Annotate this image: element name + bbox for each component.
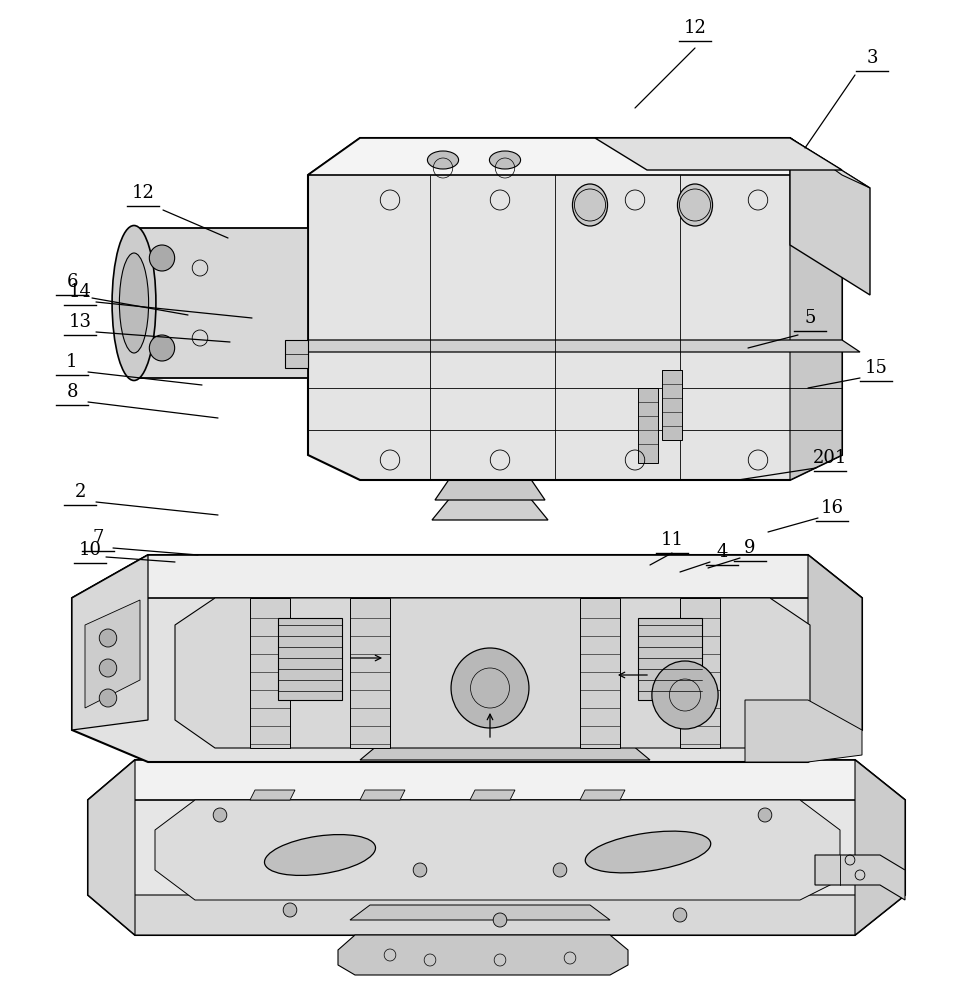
Polygon shape	[815, 855, 905, 900]
Text: 7: 7	[93, 529, 103, 547]
Polygon shape	[72, 555, 862, 762]
Polygon shape	[88, 760, 905, 800]
Polygon shape	[440, 455, 540, 480]
Polygon shape	[175, 598, 810, 748]
Polygon shape	[855, 760, 905, 935]
Polygon shape	[85, 600, 140, 708]
Polygon shape	[72, 555, 148, 730]
Circle shape	[213, 808, 227, 822]
Polygon shape	[790, 138, 870, 188]
Polygon shape	[135, 228, 308, 378]
Circle shape	[149, 335, 174, 361]
Circle shape	[149, 245, 174, 271]
Text: 15: 15	[865, 359, 887, 377]
Text: 1: 1	[66, 353, 78, 371]
Polygon shape	[285, 340, 308, 368]
Ellipse shape	[585, 831, 711, 873]
Polygon shape	[350, 905, 610, 920]
Polygon shape	[580, 790, 625, 800]
Text: 12: 12	[131, 184, 155, 202]
Text: 14: 14	[68, 283, 92, 301]
Polygon shape	[808, 555, 862, 762]
Polygon shape	[680, 598, 720, 748]
Circle shape	[413, 863, 427, 877]
Polygon shape	[88, 895, 905, 935]
Polygon shape	[360, 790, 405, 800]
Circle shape	[99, 659, 117, 677]
Polygon shape	[308, 138, 842, 175]
Text: 3: 3	[866, 49, 878, 67]
Text: 5: 5	[805, 309, 815, 327]
Text: 13: 13	[68, 313, 92, 331]
Ellipse shape	[120, 253, 149, 353]
Polygon shape	[308, 340, 860, 352]
Polygon shape	[250, 790, 295, 800]
Text: 12: 12	[684, 19, 706, 37]
Ellipse shape	[428, 151, 459, 169]
Polygon shape	[580, 598, 620, 748]
Circle shape	[99, 689, 117, 707]
Polygon shape	[155, 800, 840, 900]
Polygon shape	[595, 138, 842, 170]
Text: 11: 11	[660, 531, 684, 549]
Text: 8: 8	[66, 383, 78, 401]
Text: 2: 2	[74, 483, 86, 501]
Text: 6: 6	[66, 273, 78, 291]
Circle shape	[673, 908, 687, 922]
Text: 16: 16	[820, 499, 843, 517]
Ellipse shape	[678, 184, 713, 226]
Circle shape	[553, 863, 567, 877]
Polygon shape	[435, 478, 545, 500]
Circle shape	[493, 913, 506, 927]
Polygon shape	[72, 555, 862, 598]
Ellipse shape	[265, 835, 376, 875]
Polygon shape	[338, 935, 628, 975]
Circle shape	[99, 629, 117, 647]
Polygon shape	[638, 388, 658, 463]
Ellipse shape	[112, 225, 156, 380]
Polygon shape	[470, 790, 515, 800]
Polygon shape	[350, 598, 390, 748]
Circle shape	[652, 661, 718, 729]
Polygon shape	[662, 370, 682, 440]
Polygon shape	[790, 138, 870, 295]
Text: 9: 9	[744, 539, 756, 557]
Ellipse shape	[489, 151, 520, 169]
Polygon shape	[745, 700, 862, 762]
Circle shape	[283, 903, 297, 917]
Polygon shape	[88, 760, 135, 935]
Polygon shape	[88, 760, 905, 935]
Polygon shape	[308, 138, 842, 480]
Text: 4: 4	[716, 543, 728, 561]
Ellipse shape	[573, 184, 608, 226]
Polygon shape	[360, 735, 650, 760]
Polygon shape	[250, 598, 290, 748]
Circle shape	[451, 648, 529, 728]
Text: 10: 10	[79, 541, 101, 559]
Text: 201: 201	[813, 449, 847, 467]
Circle shape	[758, 808, 771, 822]
Polygon shape	[638, 618, 702, 700]
Polygon shape	[278, 618, 342, 700]
Polygon shape	[790, 138, 842, 480]
Polygon shape	[432, 498, 548, 520]
